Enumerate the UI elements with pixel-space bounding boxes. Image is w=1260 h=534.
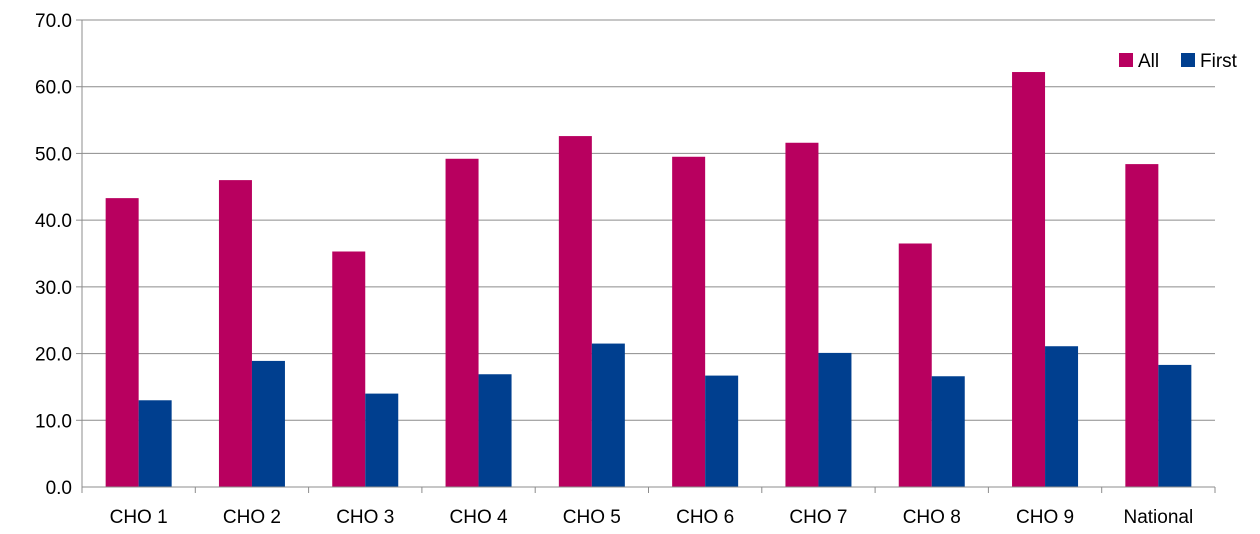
bar-all-national: [1125, 164, 1159, 488]
bar-all-cho-5: [558, 136, 592, 487]
y-tick-label: 50.0: [35, 144, 72, 165]
x-tick-label: CHO 4: [450, 507, 509, 528]
y-tick-label: 0.0: [46, 478, 72, 499]
y-tick-label: 70.0: [35, 11, 72, 32]
x-tick-label: CHO 9: [1016, 507, 1074, 528]
bar-first-cho-7: [818, 352, 852, 487]
x-tick-label: CHO 5: [563, 507, 621, 528]
axes: [81, 20, 1215, 488]
y-tick-label: 20.0: [35, 345, 72, 366]
legend-label-all: All: [1138, 51, 1159, 72]
bar-first-cho-6: [705, 375, 739, 487]
bar-first-cho-4: [478, 374, 512, 487]
x-tick-label: CHO 7: [789, 507, 847, 528]
x-tick-label: CHO 2: [223, 507, 281, 528]
bar-all-cho-4: [445, 158, 479, 487]
x-tick-label: CHO 8: [903, 507, 961, 528]
bar-all-cho-1: [105, 198, 139, 487]
y-tick-labels: 0.0 10.0 20.0 30.0 40.0 50.0 60.0 70.0: [35, 11, 72, 499]
x-tick-label: CHO 3: [336, 507, 394, 528]
bar-first-cho-2: [251, 360, 285, 487]
x-tick-label: National: [1123, 507, 1193, 528]
bar-all-cho-7: [785, 142, 819, 488]
y-tick-label: 10.0: [35, 411, 72, 432]
y-tick-label: 60.0: [35, 78, 72, 99]
bar-first-cho-1: [138, 400, 172, 487]
bar-first-cho-5: [591, 343, 625, 487]
x-tick-label: CHO 1: [110, 507, 168, 528]
bars: [105, 72, 1192, 488]
bar-all-cho-8: [898, 243, 932, 487]
y-tick-label: 40.0: [35, 211, 72, 232]
bar-first-national: [1158, 364, 1192, 487]
legend: All First: [1119, 51, 1238, 72]
x-tick-labels: CHO 1 CHO 2 CHO 3 CHO 4 CHO 5 CHO 6 CHO 7 CHO 8…: [110, 507, 1194, 528]
legend-label-first: First: [1200, 51, 1238, 72]
bar-all-cho-3: [332, 251, 366, 487]
bar-first-cho-8: [931, 376, 965, 487]
bar-first-cho-9: [1045, 346, 1079, 487]
bar-all-cho-6: [672, 156, 706, 487]
legend-swatch-first: [1181, 53, 1195, 67]
legend-swatch-all: [1119, 53, 1133, 67]
y-tick-label: 30.0: [35, 278, 72, 299]
bar-first-cho-3: [365, 393, 399, 487]
x-tick-label: CHO 6: [676, 507, 734, 528]
bar-all-cho-2: [218, 180, 252, 487]
gridlines: [76, 19, 1216, 493]
bar-all-cho-9: [1012, 72, 1046, 487]
